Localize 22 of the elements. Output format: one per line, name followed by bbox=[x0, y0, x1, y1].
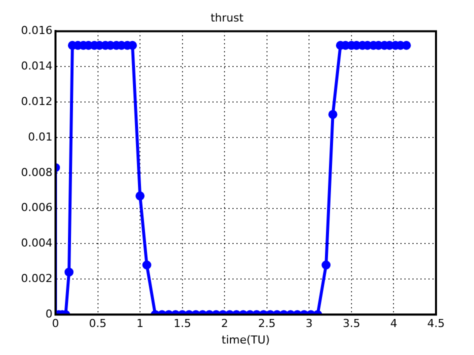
x-tick-label: 4.5 bbox=[427, 317, 445, 330]
point bbox=[136, 191, 145, 200]
y-tick-label: 0.006 bbox=[20, 201, 52, 214]
y-tick-label: 0.004 bbox=[20, 236, 52, 250]
x-tick-label: 1.5 bbox=[174, 317, 192, 330]
x-tick-label: 4 bbox=[390, 317, 398, 330]
x-tick-label: 3.5 bbox=[342, 317, 360, 330]
y-tick-label: 0.016 bbox=[20, 24, 52, 38]
point bbox=[328, 110, 338, 119]
x-tick-label: 1 bbox=[136, 317, 144, 330]
y-tick-label: 0 bbox=[45, 307, 52, 320]
y-tick-label: 0.012 bbox=[20, 94, 52, 108]
x-axis-title: time(TU) bbox=[222, 333, 270, 346]
y-tick-label: 0.002 bbox=[20, 272, 52, 286]
y-tick-label: 0.008 bbox=[20, 166, 52, 179]
chart-title: thrust bbox=[210, 11, 244, 24]
x-tick-label: 0.5 bbox=[89, 317, 107, 330]
x-tick-label: 2 bbox=[221, 317, 228, 330]
y-tick-label: 0.01 bbox=[28, 130, 52, 144]
x-tick-label: 3 bbox=[306, 317, 313, 330]
x-tick-label: 2.5 bbox=[258, 317, 276, 330]
y-tick-label: 0.014 bbox=[20, 59, 52, 72]
